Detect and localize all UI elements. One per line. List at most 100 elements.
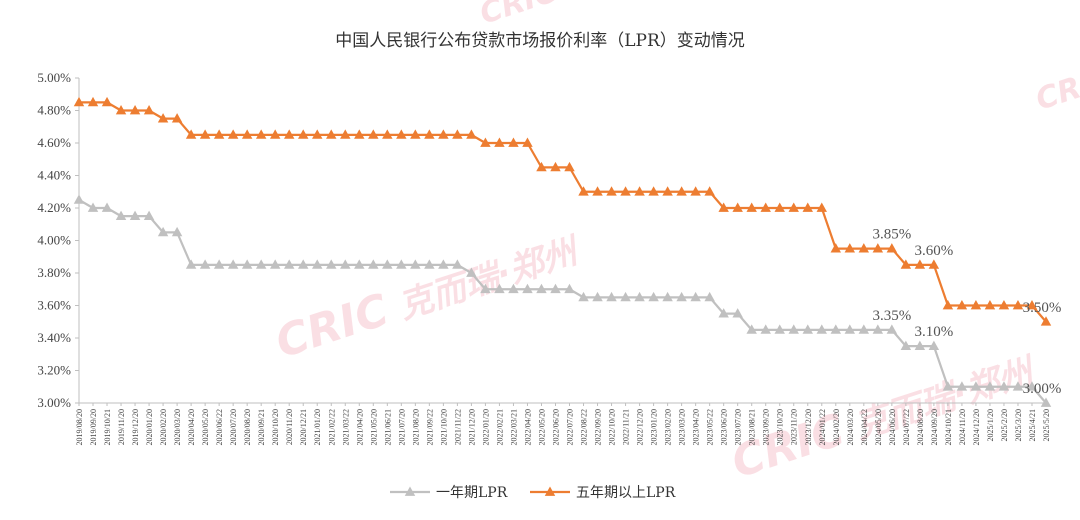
data-point-marker <box>746 202 757 212</box>
x-tick-label: 2019/09/20 <box>89 409 98 445</box>
legend-label: 一年期LPR <box>436 485 508 501</box>
x-tick-label: 2024/12/20 <box>972 409 981 445</box>
data-point-marker <box>830 243 842 253</box>
data-point-marker <box>914 259 926 269</box>
data-point-marker <box>1040 397 1052 407</box>
data-point-marker <box>157 113 169 123</box>
data-point-marker <box>241 129 253 139</box>
y-tick-label: 3.00% <box>37 395 71 410</box>
data-point-marker <box>872 324 884 334</box>
data-point-marker <box>368 129 379 139</box>
data-point-marker <box>928 340 940 350</box>
x-tick-label: 2024/06/20 <box>888 409 897 445</box>
data-point-marker <box>550 161 561 172</box>
data-point-marker <box>648 186 659 196</box>
data-point-marker <box>536 161 547 172</box>
x-tick-label: 2022/11/21 <box>622 409 631 445</box>
x-tick-label: 2024/09/20 <box>930 409 939 445</box>
x-tick-label: 2022/04/20 <box>523 409 532 445</box>
watermark: CRIC 克而瑞·郑州 <box>270 231 587 369</box>
data-point-marker <box>129 210 141 220</box>
x-tick-label: 2020/02/20 <box>159 409 168 445</box>
x-tick-label: 2022/06/20 <box>551 409 560 445</box>
data-point-marker <box>115 105 127 115</box>
watermark: CRIC 克而瑞·郑州 <box>726 351 1043 489</box>
data-point-marker <box>354 129 365 139</box>
data-point-marker <box>718 308 729 318</box>
x-tick-label: 2024/08/20 <box>916 409 925 445</box>
x-tick-label: 2023/11/20 <box>790 409 799 445</box>
data-point-marker <box>998 381 1010 391</box>
data-point-marker <box>269 259 281 269</box>
x-tick-label: 2020/03/20 <box>173 409 182 445</box>
x-tick-label: 2025/5/20 <box>1042 409 1051 441</box>
data-point-marker <box>326 259 337 269</box>
data-point-marker <box>326 129 337 139</box>
data-point-marker <box>466 267 477 277</box>
data-point-marker <box>340 129 351 139</box>
data-point-marker <box>690 186 701 196</box>
data-label: 3.60% <box>915 243 954 259</box>
data-point-marker <box>914 340 926 350</box>
x-tick-label: 2023/09/20 <box>762 409 771 445</box>
data-point-marker <box>213 259 225 269</box>
data-point-marker <box>732 308 743 318</box>
x-tick-label: 2021/12/20 <box>467 409 476 445</box>
data-point-marker <box>634 186 645 196</box>
data-point-marker <box>1012 381 1024 391</box>
series-line <box>78 198 1047 404</box>
data-point-marker <box>368 259 379 269</box>
x-tick-label: 2022/09/20 <box>594 409 603 445</box>
data-point-marker <box>774 324 785 334</box>
y-tick-label: 4.40% <box>37 168 71 183</box>
x-tick-label: 2021/05/20 <box>369 409 378 445</box>
data-point-marker <box>956 300 968 310</box>
data-point-marker <box>844 243 856 253</box>
x-tick-label: 2023/01/20 <box>650 409 659 445</box>
data-point-marker <box>984 381 996 391</box>
data-point-marker <box>255 259 267 269</box>
data-point-marker <box>1026 381 1038 391</box>
data-point-marker <box>73 96 85 107</box>
watermark: CRIC <box>1032 60 1080 117</box>
data-point-marker <box>382 129 393 139</box>
data-point-marker <box>185 129 197 139</box>
x-tick-label: 2024/07/22 <box>902 409 911 445</box>
data-point-marker <box>213 129 225 139</box>
series-layer <box>73 96 1052 407</box>
x-tick-label: 2021/10/20 <box>439 409 448 445</box>
x-tick-label: 2024/10/21 <box>944 409 953 445</box>
data-point-marker <box>788 202 799 212</box>
x-tick-label: 2019/12/20 <box>131 409 140 445</box>
y-tick-label: 3.40% <box>37 330 71 345</box>
data-point-marker <box>816 324 827 334</box>
x-tick-label: 2024/04/22 <box>860 409 869 445</box>
x-tick-label: 2021/09/22 <box>425 409 434 445</box>
data-point-marker <box>298 259 309 269</box>
data-point-marker <box>788 324 799 334</box>
data-point-marker <box>900 340 912 350</box>
data-point-marker <box>578 291 589 302</box>
x-tick-label: 2023/12/20 <box>804 409 813 445</box>
data-point-marker <box>438 129 449 139</box>
data-point-marker <box>227 259 239 269</box>
data-point-marker <box>718 202 729 212</box>
data-point-marker <box>438 259 449 269</box>
data-point-marker <box>634 291 645 302</box>
watermark-logo: CRIC <box>1032 60 1080 117</box>
data-point-marker <box>774 202 785 212</box>
x-tick-label: 2025/3/20 <box>1014 409 1023 441</box>
data-point-marker <box>662 291 673 302</box>
data-point-marker <box>606 186 617 196</box>
data-point-marker <box>269 129 281 139</box>
watermark: CRIC <box>476 0 561 32</box>
data-point-marker <box>802 202 813 212</box>
x-tick-label: 2025/2/20 <box>1000 409 1009 441</box>
data-point-marker <box>578 186 589 196</box>
x-tick-label: 2023/10/20 <box>776 409 785 445</box>
data-point-marker <box>746 324 757 334</box>
data-point-marker <box>970 300 982 310</box>
data-point-marker <box>522 137 533 147</box>
data-point-marker <box>508 137 519 147</box>
